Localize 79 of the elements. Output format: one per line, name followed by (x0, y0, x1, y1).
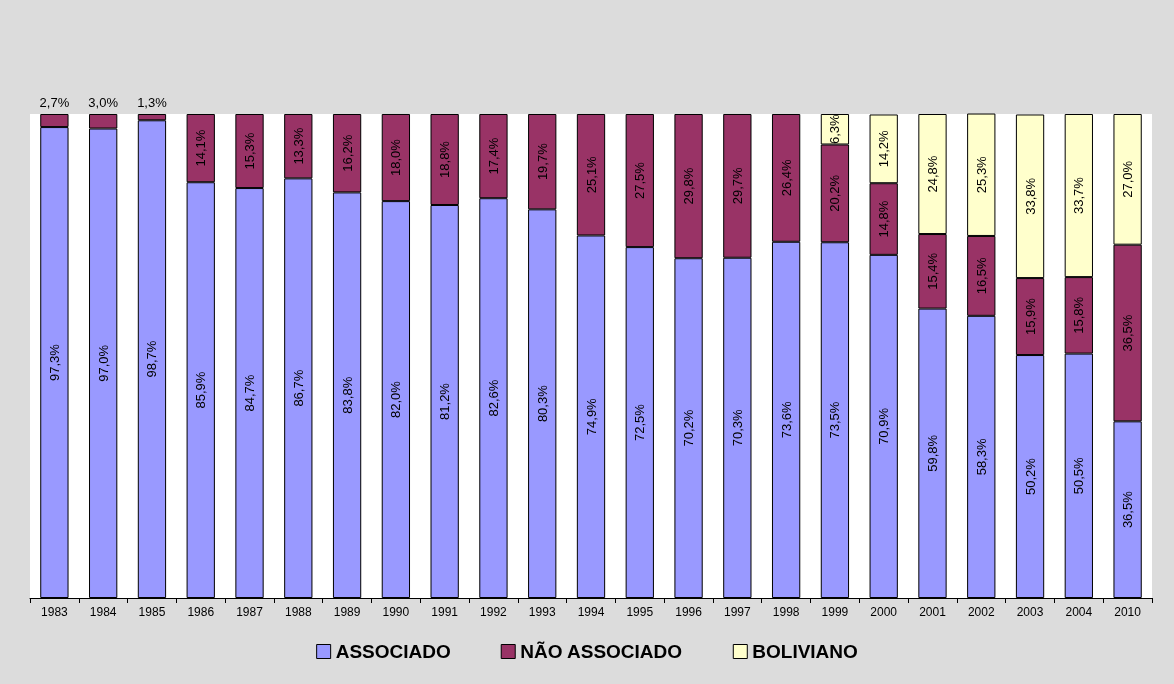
data-label: 70,2% (681, 409, 697, 447)
legend-label: ASSOCIADO (335, 641, 451, 662)
data-label: 14,8% (876, 200, 892, 238)
data-label: 80,3% (534, 384, 550, 423)
data-label: 15,3% (242, 132, 258, 170)
legend-label: BOLIVIANO (752, 641, 858, 662)
x-tick-label: 1983 (41, 605, 69, 619)
data-label: 19,7% (534, 142, 550, 181)
x-tick-label: 1998 (772, 605, 800, 619)
data-label: 97,3% (46, 343, 62, 381)
x-tick-label: 1997 (724, 605, 752, 619)
x-tick-label: 1991 (431, 605, 459, 619)
data-label: 16,2% (339, 134, 355, 172)
data-label: 33,7% (1071, 176, 1087, 214)
x-tick-label: 2001 (919, 605, 947, 619)
data-label: 70,9% (876, 407, 892, 445)
data-label: 33,8% (1022, 177, 1038, 215)
data-label: 83,8% (339, 376, 355, 414)
x-tick-label: 1984 (89, 605, 117, 619)
x-tick-label: 1995 (626, 605, 654, 619)
x-tick-label: 1996 (675, 605, 703, 619)
x-tick-label: 1989 (333, 605, 361, 619)
data-label: 16,5% (973, 257, 989, 295)
x-tick-label: 1994 (577, 605, 605, 619)
data-label: 82,6% (485, 379, 501, 417)
data-label: 14,2% (876, 129, 892, 168)
data-label: 29,8% (681, 167, 697, 205)
data-label: 73,5% (827, 401, 843, 439)
data-label: 25,1% (583, 155, 599, 194)
data-label: 59,8% (924, 434, 940, 472)
data-label: 98,7% (144, 340, 160, 378)
data-label: 2,7% (39, 95, 70, 110)
data-label: 81,2% (437, 382, 453, 420)
data-label: 50,2% (1022, 457, 1038, 495)
x-tick-label: 1987 (236, 605, 264, 619)
data-label: 36,5% (1120, 314, 1136, 352)
data-label: 84,7% (242, 374, 258, 412)
x-tick-label: 1986 (187, 605, 215, 619)
data-label: 18,8% (437, 140, 453, 178)
data-label: 13,3% (290, 127, 306, 165)
data-label: 27,0% (1120, 160, 1136, 198)
data-label: 15,8% (1071, 296, 1087, 334)
data-label: 18,0% (388, 138, 404, 176)
x-tick-label: 2000 (870, 605, 898, 619)
x-tick-label: 2002 (967, 605, 995, 619)
data-label: 3,0% (88, 95, 119, 110)
data-label: 1,3% (137, 95, 168, 110)
x-tick-label: 1993 (528, 605, 556, 619)
x-tick-label: 1990 (382, 605, 410, 619)
data-label: 15,9% (1022, 297, 1038, 335)
data-label: 86,7% (290, 369, 306, 407)
data-label: 36,5% (1120, 490, 1136, 529)
x-tick-label: 1985 (138, 605, 166, 619)
data-label: 72,5% (632, 403, 648, 441)
legend-label: NÃO ASSOCIADO (520, 641, 683, 662)
data-label: 24,8% (924, 155, 940, 193)
x-tick-label: 2004 (1065, 605, 1093, 619)
data-label: 73,6% (778, 401, 794, 439)
data-label: 15,4% (924, 252, 940, 290)
data-label: 20,2% (827, 174, 843, 212)
x-tick-label: 2003 (1016, 605, 1044, 619)
x-tick-label: 1992 (480, 605, 508, 619)
data-label: 27,5% (632, 161, 648, 199)
data-label: 70,3% (729, 409, 745, 447)
data-label: 82,0% (388, 380, 404, 418)
x-tick-label: 1999 (821, 605, 849, 619)
data-label: 58,3% (973, 438, 989, 476)
data-label: 50,5% (1071, 456, 1087, 495)
data-label: 97,0% (95, 344, 111, 382)
data-label: 17,4% (485, 137, 501, 175)
x-tick-label: 1988 (284, 605, 312, 619)
data-label: 74,9% (583, 397, 599, 436)
data-label: 29,7% (729, 167, 745, 205)
data-label: 25,3% (973, 155, 989, 194)
data-label: 85,9% (193, 371, 209, 409)
data-label: 26,4% (778, 159, 794, 197)
x-tick-label: 2010 (1114, 605, 1142, 619)
data-label: 6,3% (827, 113, 843, 145)
data-label: 14,1% (193, 129, 209, 167)
